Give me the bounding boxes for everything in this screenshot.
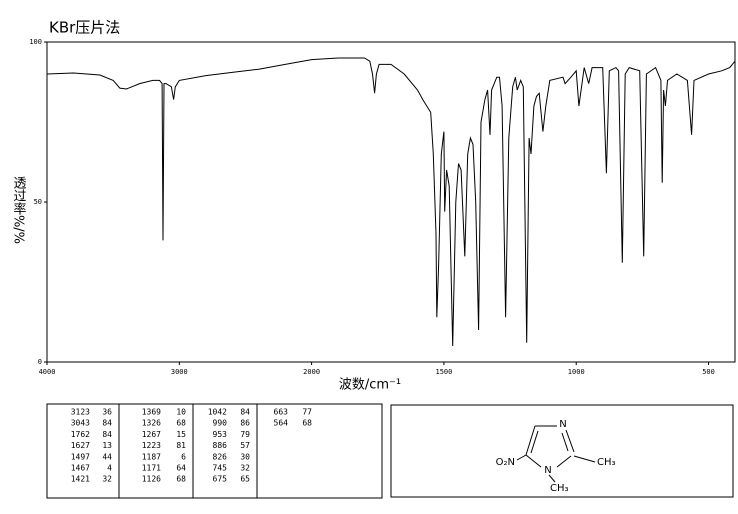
peak-wavenumber: 1326 [142, 419, 161, 428]
peak-transmittance: 6 [181, 452, 186, 461]
peak-transmittance: 84 [240, 408, 250, 417]
x-tick-label: 3000 [171, 368, 188, 376]
y-tick-label: 50 [34, 198, 42, 206]
atom-label: N [559, 419, 566, 430]
peak-transmittance: 32 [240, 464, 250, 473]
x-tick-label: 4000 [39, 368, 56, 376]
peak-wavenumber: 1762 [71, 430, 90, 439]
peak-transmittance: 4 [107, 464, 112, 473]
peak-transmittance: 57 [240, 441, 250, 450]
atom-label: N [544, 465, 551, 476]
peak-transmittance: 84 [102, 430, 112, 439]
table-frame [46, 403, 383, 499]
chart-title: KBr压片法 [49, 19, 120, 37]
peak-transmittance: 13 [102, 441, 112, 450]
peak-wavenumber: 990 [213, 419, 228, 428]
atom-label: CH₃ [597, 457, 616, 468]
structure-frame [390, 404, 734, 498]
peak-wavenumber: 953 [213, 430, 228, 439]
x-tick-label: 2000 [303, 368, 320, 376]
peak-wavenumber: 3043 [71, 419, 90, 428]
peak-wavenumber: 1497 [71, 452, 90, 461]
peak-wavenumber: 663 [274, 408, 289, 417]
peak-wavenumber: 1369 [142, 408, 161, 417]
spectrum-line [46, 57, 736, 347]
peak-transmittance: 77 [302, 408, 312, 417]
peak-wavenumber: 1627 [71, 441, 90, 450]
structure-bonds [516, 425, 596, 483]
peak-wavenumber: 1223 [142, 441, 161, 450]
peak-transmittance: 68 [176, 475, 186, 484]
peak-wavenumber: 1042 [208, 408, 227, 417]
peak-wavenumber: 1126 [142, 475, 161, 484]
plot-frame [46, 41, 736, 363]
peak-wavenumber: 675 [213, 475, 228, 484]
peak-wavenumber: 1467 [71, 464, 90, 473]
peak-wavenumber: 886 [213, 441, 228, 450]
peak-transmittance: 36 [102, 408, 112, 417]
y-tick-label: 100 [29, 38, 42, 46]
x-axis-label: 波数/cm⁻¹ [339, 378, 401, 393]
peak-wavenumber: 1171 [142, 464, 161, 473]
peak-transmittance: 84 [102, 419, 112, 428]
peak-transmittance: 65 [240, 475, 250, 484]
y-tick-label: 0 [38, 358, 42, 366]
peak-transmittance: 79 [240, 430, 250, 439]
peak-transmittance: 32 [102, 475, 112, 484]
peak-wavenumber: 564 [274, 419, 289, 428]
peak-wavenumber: 1187 [142, 452, 161, 461]
peak-transmittance: 68 [176, 419, 186, 428]
atom-label: CH₃ [550, 483, 569, 494]
peak-wavenumber: 745 [213, 464, 228, 473]
y-axis-label: 透过率%/% [11, 176, 27, 244]
peak-transmittance: 30 [240, 452, 250, 461]
atom-label: O₂N [496, 457, 515, 468]
peak-transmittance: 15 [176, 430, 186, 439]
peak-wavenumber: 1267 [142, 430, 161, 439]
x-tick-label: 500 [702, 368, 715, 376]
x-tick-label: 1500 [435, 368, 452, 376]
peak-transmittance: 10 [176, 408, 186, 417]
peak-wavenumber: 826 [213, 452, 228, 461]
x-tick-label: 1000 [568, 368, 585, 376]
peak-wavenumber: 1421 [71, 475, 90, 484]
peak-transmittance: 44 [102, 452, 112, 461]
peak-transmittance: 81 [176, 441, 186, 450]
peak-wavenumber: 3123 [71, 408, 90, 417]
peak-transmittance: 68 [302, 419, 312, 428]
peak-transmittance: 86 [240, 419, 250, 428]
peak-transmittance: 64 [176, 464, 186, 473]
